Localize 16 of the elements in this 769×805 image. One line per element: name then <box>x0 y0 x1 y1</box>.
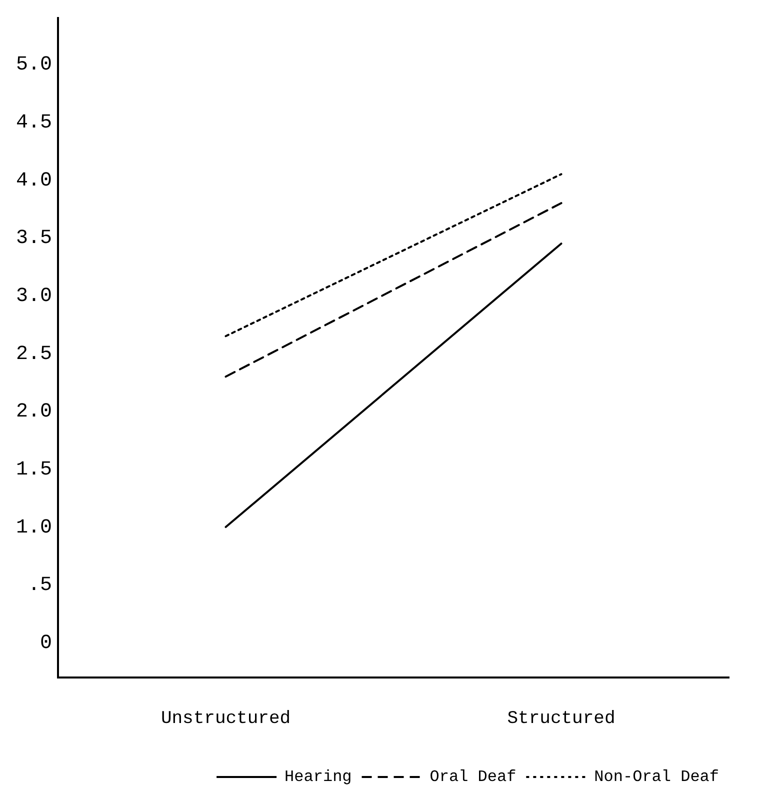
y-tick-label: 3.0 <box>16 284 52 308</box>
legend-label: Oral Deaf <box>430 768 516 786</box>
legend-label: Non-Oral Deaf <box>594 768 720 786</box>
legend-label: Hearing <box>284 768 352 786</box>
y-tick-label: 4.5 <box>16 111 52 134</box>
y-tick-label: 4.0 <box>16 169 52 192</box>
x-tick-label: Unstructured <box>160 708 291 729</box>
y-tick-label: 2.0 <box>16 400 52 424</box>
y-tick-label: 1.5 <box>16 458 52 482</box>
y-tick-label: .5 <box>28 574 52 598</box>
y-tick-label: 2.5 <box>16 342 52 366</box>
y-tick-label: 1.0 <box>16 516 52 540</box>
y-tick-label: 0 <box>40 632 52 655</box>
y-tick-label: 3.5 <box>16 227 52 250</box>
y-tick-label: 5.0 <box>16 54 52 77</box>
x-tick-label: Structured <box>507 708 616 729</box>
